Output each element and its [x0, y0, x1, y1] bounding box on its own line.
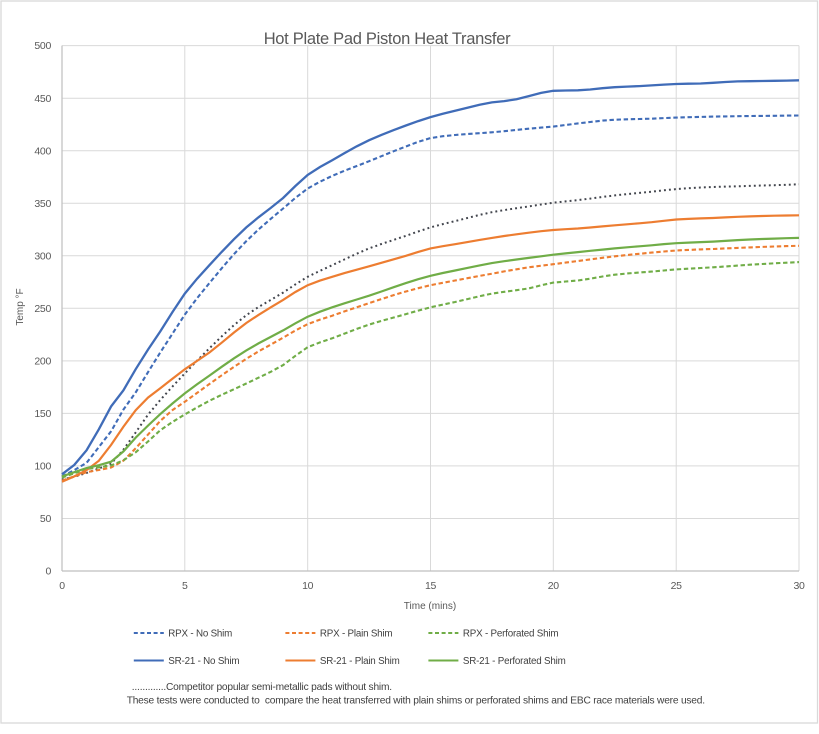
svg-text:450: 450: [34, 93, 51, 105]
svg-text:200: 200: [34, 356, 51, 368]
svg-text:RPX - No Shim: RPX - No Shim: [168, 629, 232, 640]
svg-text:50: 50: [40, 513, 52, 525]
svg-text:10: 10: [302, 580, 314, 592]
svg-text:SR-21 - Plain Shim: SR-21 - Plain Shim: [320, 656, 400, 667]
svg-text:SR-21 - No Shim: SR-21 - No Shim: [168, 656, 239, 667]
svg-text:15: 15: [425, 580, 437, 592]
svg-text:500: 500: [34, 40, 51, 52]
svg-text:.............Competitor popula: .............Competitor popular semi-met…: [132, 682, 392, 693]
svg-text:400: 400: [34, 145, 51, 157]
svg-text:100: 100: [34, 461, 51, 473]
svg-text:5: 5: [182, 580, 188, 592]
svg-text:0: 0: [45, 566, 51, 578]
svg-text:Temp °F: Temp °F: [15, 288, 26, 325]
svg-text:150: 150: [34, 408, 51, 420]
svg-text:Hot Plate Pad Piston Heat Tran: Hot Plate Pad Piston Heat Transfer: [264, 30, 511, 48]
svg-text:These tests were conducted to: These tests were conducted to compare th…: [127, 696, 705, 707]
svg-text:250: 250: [34, 303, 51, 315]
svg-text:300: 300: [34, 250, 51, 262]
svg-text:RPX - Perforated Shim: RPX - Perforated Shim: [463, 629, 558, 640]
svg-text:SR-21 - Perforated Shim: SR-21 - Perforated Shim: [463, 656, 566, 667]
svg-text:30: 30: [793, 580, 805, 592]
svg-text:RPX - Plain Shim: RPX - Plain Shim: [320, 629, 393, 640]
svg-text:20: 20: [548, 580, 560, 592]
svg-text:350: 350: [34, 198, 51, 210]
svg-text:Time (mins): Time (mins): [404, 601, 456, 612]
svg-text:25: 25: [671, 580, 683, 592]
svg-text:0: 0: [59, 580, 65, 592]
